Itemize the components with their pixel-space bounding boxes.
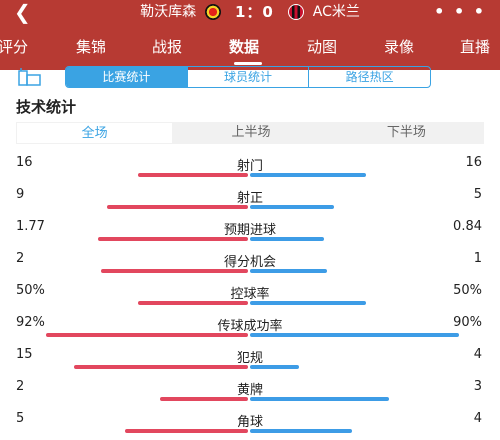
home-stat-value: 15: [16, 347, 33, 362]
tab-gifs[interactable]: 动图: [307, 38, 338, 56]
stat-row: 15 犯规 4: [0, 344, 500, 376]
tab-replay[interactable]: 录像: [384, 38, 415, 56]
stat-row: 9 射正 5: [0, 184, 500, 216]
away-stat-bar: [250, 429, 352, 433]
stat-row: 50% 控球率 50%: [0, 280, 500, 312]
stats-type-segmented-control: 比赛统计 球员统计 路径热区: [65, 66, 431, 88]
stat-row: 1.77 预期进球 0.84: [0, 216, 500, 248]
home-stat-value: 92%: [16, 315, 45, 330]
segment-heatmap[interactable]: 路径热区: [308, 67, 430, 87]
away-team-logo: [288, 4, 305, 20]
away-stat-value: 5: [473, 187, 482, 202]
match-score: 1：0: [235, 3, 274, 21]
home-team-logo: [204, 4, 221, 20]
stat-row: 92% 传球成功率 90%: [0, 312, 500, 344]
active-tab-indicator: [234, 62, 262, 65]
home-stat-value: 2: [16, 251, 25, 266]
away-stat-value: 3: [473, 379, 482, 394]
away-stat-bar: [250, 333, 459, 337]
away-stat-value: 4: [473, 347, 482, 362]
away-stat-bar: [250, 237, 324, 241]
home-stat-bar: [101, 269, 248, 273]
stat-label: 犯规: [236, 351, 263, 366]
segment-match-stats[interactable]: 比赛统计: [66, 67, 187, 87]
away-stat-value: 1: [473, 251, 482, 266]
tab-highlights[interactable]: 集锦: [76, 38, 107, 56]
stats-list: 16 射门 16 9 射正 5 1.77 预期进球 0.84 2 得分机会 1 50% 控球率 50% 92%…: [0, 152, 500, 440]
home-stat-value: 1.77: [16, 219, 45, 234]
home-stat-value: 9: [16, 187, 25, 202]
home-stat-value: 50%: [16, 283, 45, 298]
tab-rating[interactable]: 评分: [0, 38, 29, 56]
home-team-name: 勒沃库森: [140, 4, 197, 20]
chevron-left-icon[interactable]: ❮: [14, 0, 31, 24]
stat-label: 角球: [236, 415, 263, 430]
stat-label: 射门: [236, 159, 263, 174]
away-stat-value: 16: [465, 155, 482, 170]
away-stat-value: 90%: [453, 315, 482, 330]
away-stat-bar: [250, 301, 366, 305]
stat-label: 控球率: [230, 287, 270, 302]
home-stat-bar: [125, 429, 248, 433]
tab-second-half[interactable]: 下半场: [386, 125, 426, 140]
nav-tabs: 评分 集锦 战报 数据 动图 录像 直播: [0, 30, 500, 70]
home-stat-bar: [160, 397, 248, 401]
away-stat-value: 4: [473, 411, 482, 426]
home-stat-bar: [74, 365, 248, 369]
home-stat-value: 16: [16, 155, 33, 170]
away-stat-bar: [250, 397, 389, 401]
away-stat-bar: [250, 205, 334, 209]
tab-first-half[interactable]: 上半场: [231, 125, 271, 140]
tab-full-match[interactable]: 全场: [16, 122, 174, 144]
home-stat-bar: [138, 301, 248, 305]
away-stat-bar: [250, 269, 327, 273]
home-stat-bar: [46, 333, 248, 337]
section-title: 技术统计: [16, 98, 77, 116]
stat-label: 黄牌: [236, 383, 263, 398]
segment-player-stats[interactable]: 球员统计: [186, 67, 309, 87]
tab-live[interactable]: 直播: [460, 38, 491, 56]
home-stat-bar: [138, 173, 248, 177]
stat-row: 2 得分机会 1: [0, 248, 500, 280]
home-stat-value: 5: [16, 411, 25, 426]
away-stat-value: 0.84: [453, 219, 482, 234]
match-title: 勒沃库森 1：0 AC米兰: [0, 3, 500, 21]
more-icon[interactable]: • • •: [434, 2, 486, 21]
tab-report[interactable]: 战报: [152, 38, 183, 56]
away-stat-bar: [250, 173, 366, 177]
home-stat-value: 2: [16, 379, 25, 394]
chart-icon[interactable]: [18, 67, 42, 87]
stat-label: 传球成功率: [217, 319, 283, 334]
home-stat-bar: [98, 237, 248, 241]
away-stat-value: 50%: [453, 283, 482, 298]
home-stat-bar: [107, 205, 248, 209]
period-tabs: 全场 上半场 下半场: [16, 122, 484, 144]
stat-label: 射正: [236, 191, 263, 206]
tab-data[interactable]: 数据: [229, 38, 260, 56]
stat-label: 得分机会: [223, 255, 276, 270]
stat-row: 16 射门 16: [0, 152, 500, 184]
away-team-name: AC米兰: [312, 4, 360, 20]
stat-row: 2 黄牌 3: [0, 376, 500, 408]
away-stat-bar: [250, 365, 299, 369]
stat-row: 5 角球 4: [0, 408, 500, 440]
stat-label: 预期进球: [223, 223, 276, 238]
match-header: ❮ 勒沃库森 1：0 AC米兰 • • • 评分 集锦 战报 数据 动图 录像 …: [0, 0, 500, 70]
